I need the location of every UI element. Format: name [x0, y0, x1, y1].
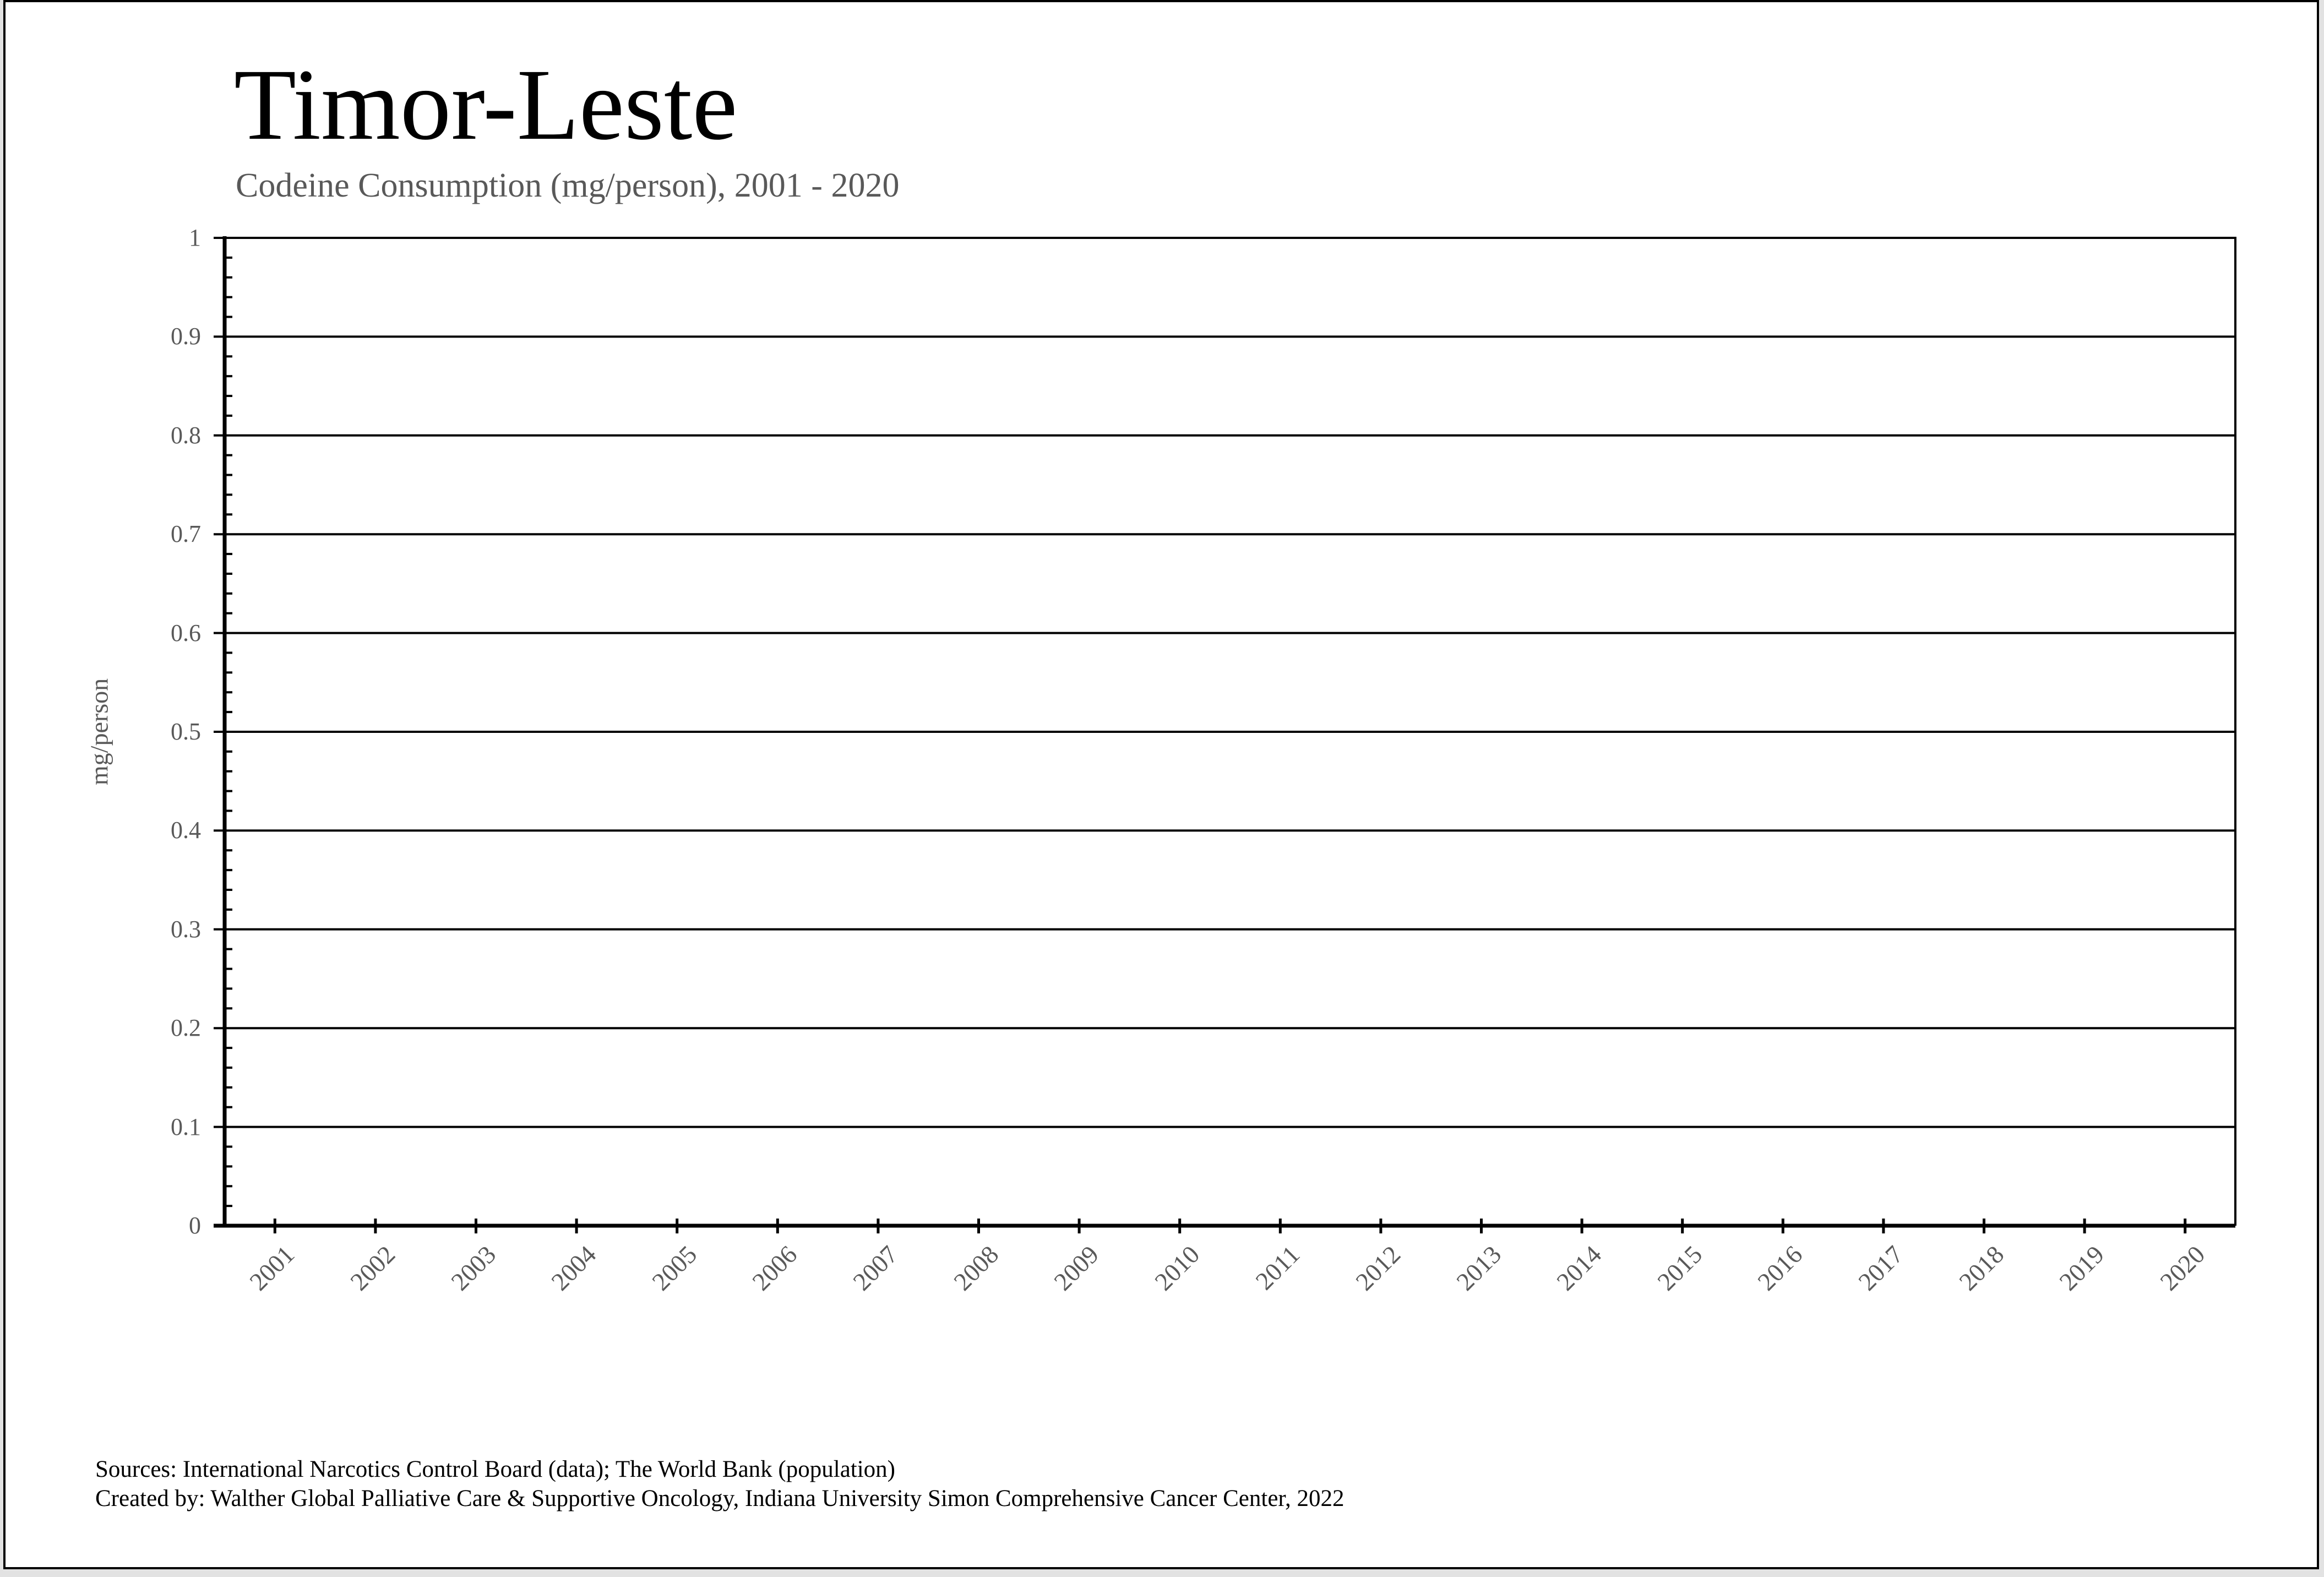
report-page: Timor-Leste Codeine Consumption (mg/pers… — [3, 0, 2319, 1569]
y-tick-label: 0.8 — [74, 422, 201, 449]
footer-created-by-line: Created by: Walther Global Palliative Ca… — [95, 1484, 1345, 1513]
y-tick-label: 0.1 — [74, 1114, 201, 1140]
footer-sources-line: Sources: International Narcotics Control… — [95, 1455, 1345, 1484]
plot-area — [6, 2, 2324, 1577]
y-tick-label: 0.5 — [74, 719, 201, 745]
y-tick-label: 1 — [74, 225, 201, 251]
y-tick-label: 0.2 — [74, 1015, 201, 1041]
footer: Sources: International Narcotics Control… — [95, 1455, 1345, 1513]
y-tick-label: 0.4 — [74, 817, 201, 844]
y-tick-label: 0.9 — [74, 323, 201, 350]
y-tick-label: 0.3 — [74, 916, 201, 943]
y-tick-label: 0.6 — [74, 620, 201, 646]
y-tick-label: 0.7 — [74, 521, 201, 547]
y-tick-label: 0 — [74, 1212, 201, 1239]
